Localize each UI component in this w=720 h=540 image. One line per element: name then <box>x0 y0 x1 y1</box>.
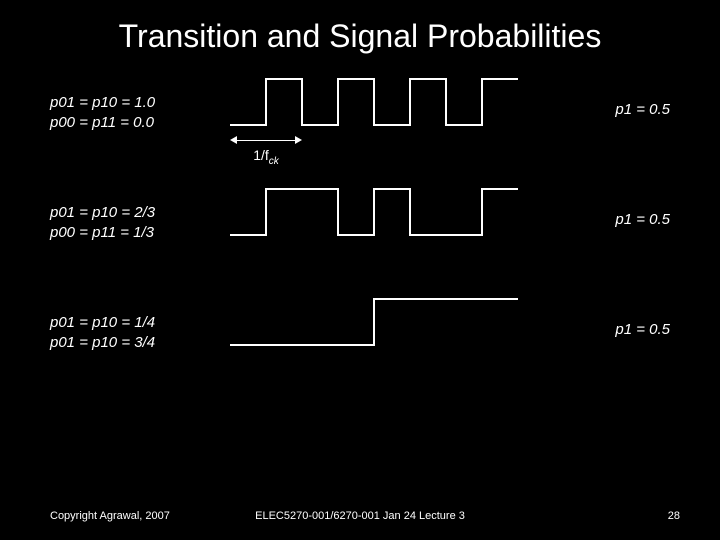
signal-row: p01 = p10 = 1/4p01 = p10 = 3/4 p1 = 0.5 <box>0 285 720 395</box>
waveform <box>230 185 530 237</box>
slide-title: Transition and Signal Probabilities <box>0 0 720 65</box>
clock-period-marker: 1/fck <box>230 135 302 167</box>
signal-row: p01 = p10 = 1.0p00 = p11 = 0.0 p1 = 0.5 1/… <box>0 65 720 175</box>
footer-course: ELEC5270-001/6270-001 Jan 24 Lecture 3 <box>0 510 720 522</box>
signal-prob-label: p1 = 0.5 <box>615 101 670 118</box>
waveform <box>230 75 530 127</box>
signal-prob-label: p1 = 0.5 <box>615 211 670 228</box>
transition-prob-label: p01 = p10 = 2/3p00 = p11 = 1/3 <box>50 203 155 242</box>
signal-prob-label: p1 = 0.5 <box>615 321 670 338</box>
footer-page-number: 28 <box>668 510 680 522</box>
waveform <box>230 295 530 347</box>
transition-prob-label: p01 = p10 = 1/4p01 = p10 = 3/4 <box>50 313 155 352</box>
signal-row: p01 = p10 = 2/3p00 = p11 = 1/3 p1 = 0.5 <box>0 175 720 285</box>
clock-period-label: 1/fck <box>230 147 302 167</box>
transition-prob-label: p01 = p10 = 1.0p00 = p11 = 0.0 <box>50 93 155 132</box>
